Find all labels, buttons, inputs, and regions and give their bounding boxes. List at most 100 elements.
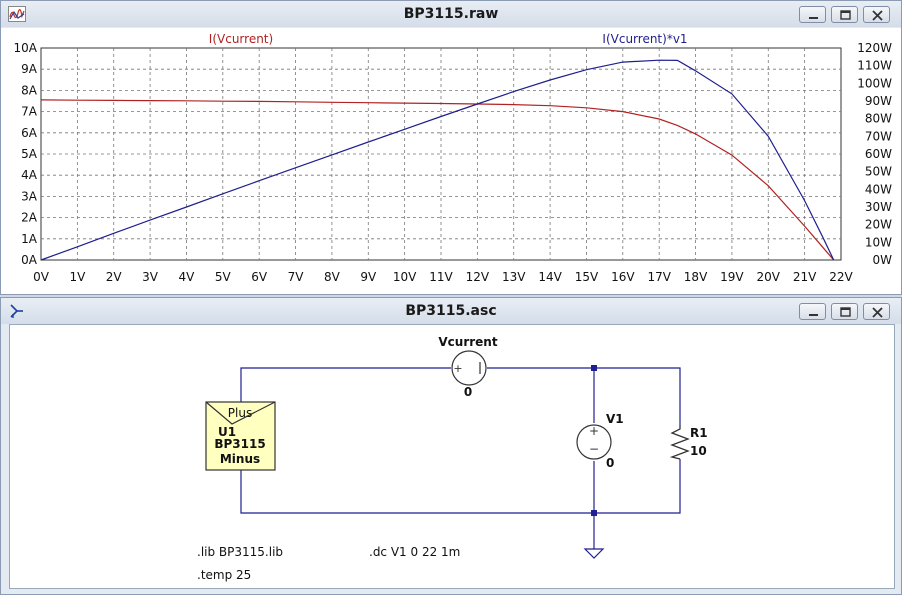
y-left-tick-label: 10A — [14, 41, 38, 55]
svg-text:+: + — [453, 362, 462, 375]
vcurrent-source[interactable]: + — [451, 350, 487, 386]
legend-power[interactable]: I(Vcurrent)*v1 — [602, 32, 687, 46]
x-tick-label: 9V — [360, 270, 377, 284]
y-left-tick-label: 3A — [21, 189, 38, 203]
y-right-tick-label: 0W — [873, 253, 893, 267]
x-tick-label: 14V — [538, 270, 562, 284]
series-current-line — [40, 99, 835, 261]
schematic-icon — [10, 304, 23, 318]
y-left-tick-label: 4A — [21, 168, 38, 182]
plot-window: BP3115.raw I(Vcurrent) I(Vcurrent)*v1 0V… — [0, 0, 902, 295]
y-right-tick-label: 90W — [865, 94, 892, 108]
lib-directive[interactable]: .lib BP3115.lib — [197, 545, 283, 559]
y-right-tick-label: 70W — [865, 129, 892, 143]
y-left-tick-label: 1A — [21, 232, 38, 246]
r1-value[interactable]: 10 — [690, 444, 707, 458]
minimize-button[interactable] — [799, 6, 826, 23]
schematic-window-title: BP3115.asc — [405, 303, 497, 319]
junction-top — [591, 365, 597, 371]
vcurrent-value[interactable]: 0 — [464, 385, 472, 399]
legend-current[interactable]: I(Vcurrent) — [209, 32, 273, 46]
x-tick-label: 16V — [611, 270, 635, 284]
minimize-icon — [809, 314, 818, 316]
y-right-tick-label: 120W — [857, 41, 892, 55]
x-tick-label: 15V — [575, 270, 599, 284]
y-right-tick-label: 100W — [857, 76, 892, 90]
x-tick-label: 20V — [757, 270, 781, 284]
plot-window-titlebar[interactable]: BP3115.raw — [1, 1, 901, 27]
v1-value[interactable]: 0 — [606, 456, 614, 470]
chart-grid — [40, 47, 842, 261]
close-icon — [872, 307, 883, 318]
close-button[interactable] — [863, 6, 890, 23]
waveform-icon — [8, 6, 26, 22]
close-icon — [872, 10, 883, 21]
y-left-tick-label: 6A — [21, 126, 38, 140]
schematic-maximize-button[interactable] — [831, 303, 858, 320]
chart-series — [40, 59, 835, 261]
y-left-tick-label: 0A — [21, 253, 38, 267]
schematic-drawing[interactable]: + Vcurrent 0 + − V1 0 R1 10 — [10, 325, 894, 588]
x-tick-label: 10V — [393, 270, 417, 284]
plot-window-title: BP3115.raw — [403, 6, 499, 22]
y-left-tick-label: 9A — [21, 62, 38, 76]
minimize-icon — [809, 17, 818, 19]
x-tick-label: 7V — [288, 270, 305, 284]
maximize-icon — [840, 10, 851, 20]
waveform-chart[interactable]: I(Vcurrent) I(Vcurrent)*v1 0V 1V 2V 3V 4V 5V 6… — [1, 28, 901, 294]
x-tick-label: 22V — [829, 270, 853, 284]
v1-minus: − — [589, 442, 599, 456]
vcurrent-label[interactable]: Vcurrent — [438, 335, 497, 349]
x-tick-label: 2V — [106, 270, 123, 284]
y-right-tick-label: 50W — [865, 165, 892, 179]
maximize-button[interactable] — [831, 6, 858, 23]
x-tick-label: 13V — [502, 270, 526, 284]
u1-plus-label: Plus — [228, 406, 252, 420]
x-tick-label: 11V — [429, 270, 453, 284]
u1-minus-label: Minus — [220, 452, 260, 466]
y-right-tick-label: 40W — [865, 182, 892, 196]
v1-plus: + — [589, 424, 599, 438]
dc-directive[interactable]: .dc V1 0 22 1m — [369, 545, 460, 559]
schematic-close-button[interactable] — [863, 303, 890, 320]
v1-source[interactable] — [576, 424, 612, 460]
schematic-window-titlebar[interactable]: BP3115.asc — [1, 298, 901, 324]
temp-directive[interactable]: .temp 25 — [197, 568, 251, 582]
u1-model[interactable]: BP3115 — [214, 437, 265, 451]
x-tick-label: 3V — [142, 270, 159, 284]
x-tick-label: 21V — [793, 270, 817, 284]
y-right-tick-label: 10W — [865, 235, 892, 249]
y-left-tick-label: 7A — [21, 105, 38, 119]
x-tick-label: 8V — [324, 270, 341, 284]
schematic-canvas[interactable]: + Vcurrent 0 + − V1 0 R1 10 — [9, 324, 895, 589]
y-right-tick-label: 110W — [857, 59, 892, 73]
x-tick-label: 5V — [215, 270, 232, 284]
series-power-line — [40, 59, 835, 261]
ground-symbol — [583, 548, 605, 559]
x-tick-label: 12V — [466, 270, 490, 284]
x-tick-label: 0V — [33, 270, 50, 284]
junction-bottom — [591, 510, 597, 516]
y-right-tick-label: 60W — [865, 147, 892, 161]
plot-area[interactable]: I(Vcurrent) I(Vcurrent)*v1 0V 1V 2V 3V 4V 5V 6… — [1, 28, 901, 294]
x-tick-label: 19V — [720, 270, 744, 284]
y-right-tick-label: 30W — [865, 200, 892, 214]
x-tick-label: 6V — [251, 270, 268, 284]
u1-name[interactable]: U1 — [218, 425, 236, 439]
x-tick-label: 18V — [684, 270, 708, 284]
schematic-minimize-button[interactable] — [799, 303, 826, 320]
v1-label[interactable]: V1 — [606, 412, 624, 426]
x-tick-label: 4V — [179, 270, 196, 284]
r1-resistor[interactable] — [669, 425, 690, 460]
chart-ticks: 0V 1V 2V 3V 4V 5V 6V 7V 8V 9V 10V 11V 12V 13V 14V 15V 16… — [14, 41, 893, 284]
x-tick-label: 1V — [69, 270, 86, 284]
maximize-icon — [840, 307, 851, 317]
y-left-tick-label: 2A — [21, 211, 38, 225]
y-right-tick-label: 20W — [865, 218, 892, 232]
u1-component[interactable] — [205, 401, 276, 471]
y-right-tick-label: 80W — [865, 112, 892, 126]
schematic-window: BP3115.asc + — [0, 297, 902, 595]
y-left-tick-label: 8A — [21, 83, 38, 97]
x-tick-label: 17V — [647, 270, 671, 284]
r1-label[interactable]: R1 — [690, 426, 708, 440]
